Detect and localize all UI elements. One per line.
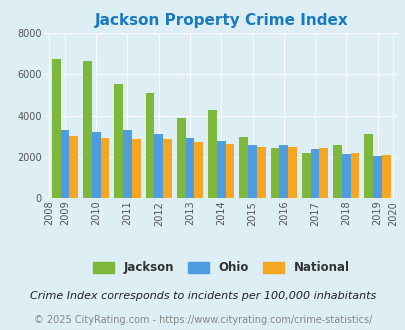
Bar — [123, 130, 132, 198]
Bar — [270, 148, 279, 198]
Bar — [92, 132, 100, 198]
Bar — [350, 152, 358, 198]
Bar — [288, 148, 296, 198]
Bar — [114, 83, 123, 198]
Bar — [247, 145, 256, 198]
Bar — [208, 110, 216, 198]
Bar — [194, 142, 202, 198]
Bar — [185, 138, 194, 198]
Text: Crime Index corresponds to incidents per 100,000 inhabitants: Crime Index corresponds to incidents per… — [30, 291, 375, 301]
Text: © 2025 CityRating.com - https://www.cityrating.com/crime-statistics/: © 2025 CityRating.com - https://www.city… — [34, 315, 371, 325]
Bar — [225, 145, 234, 198]
Bar — [364, 135, 372, 198]
Bar — [216, 141, 225, 198]
Title: Jackson Property Crime Index: Jackson Property Crime Index — [94, 13, 347, 28]
Bar — [301, 152, 310, 198]
Bar — [177, 118, 185, 198]
Bar — [319, 148, 327, 198]
Bar — [69, 136, 78, 198]
Bar — [256, 147, 265, 198]
Bar — [52, 59, 60, 198]
Bar — [163, 139, 171, 198]
Bar — [145, 93, 154, 198]
Bar — [310, 149, 319, 198]
Bar — [100, 138, 109, 198]
Bar — [279, 145, 288, 198]
Bar — [83, 61, 92, 198]
Bar — [154, 134, 163, 198]
Bar — [60, 130, 69, 198]
Bar — [381, 155, 390, 198]
Bar — [239, 137, 247, 198]
Bar — [372, 155, 381, 198]
Legend: Jackson, Ohio, National: Jackson, Ohio, National — [88, 257, 354, 279]
Bar — [333, 145, 341, 198]
Bar — [132, 139, 140, 198]
Bar — [341, 154, 350, 198]
